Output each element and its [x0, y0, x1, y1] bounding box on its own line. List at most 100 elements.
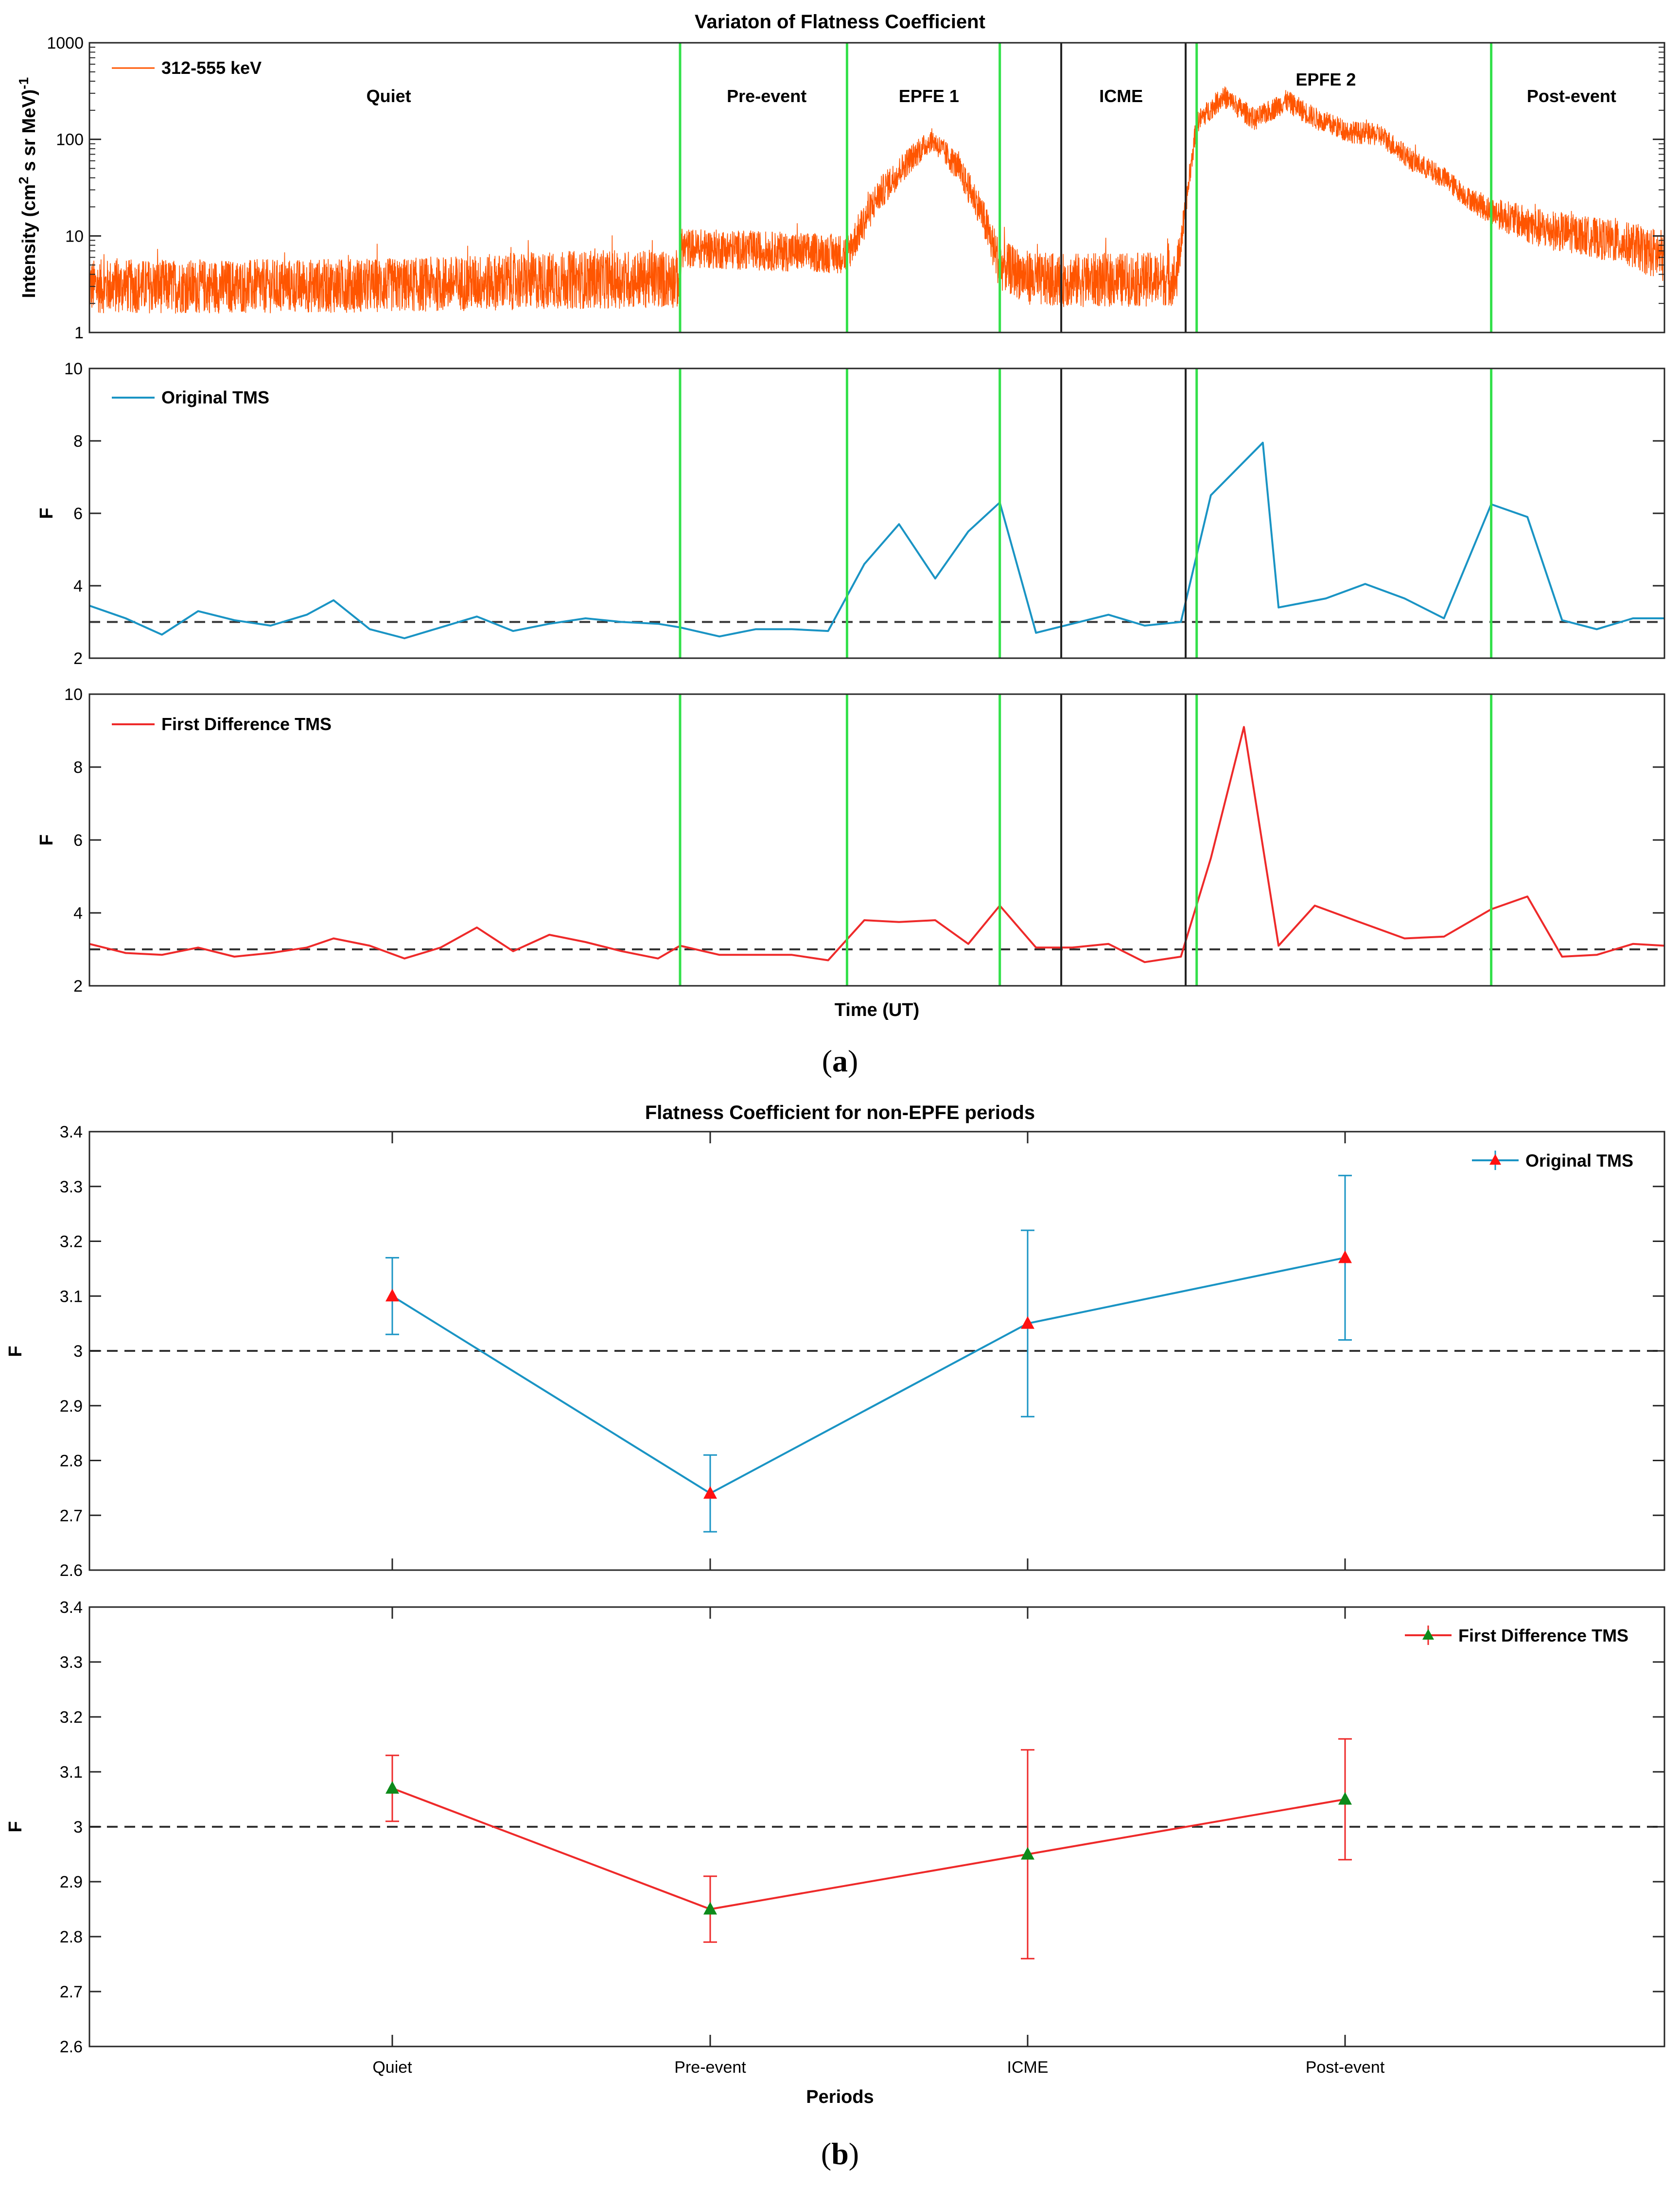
first-diff-tms-panel: 2 4 6 8 10 F First Difference TMS Time (UT)	[36, 685, 1665, 1020]
panel-a-title: Variaton of Flatness Coefficient	[695, 11, 985, 33]
period-first-diff-x-ticks: Quiet Pre-event ICME Post-event	[372, 1607, 1385, 2077]
period-first-diff-y-axis-label: F	[5, 1821, 26, 1832]
period-original-y-tick-label: 2.7	[60, 1506, 83, 1525]
period-original-y-tick-label: 3.4	[60, 1123, 83, 1141]
period-first-diff-data-marker	[1021, 1847, 1034, 1860]
period-original-y-tick-label: 2.6	[60, 1561, 83, 1580]
period-first-diff-y-tick-label: 3.1	[60, 1763, 83, 1782]
original-tms-y-ticks: 2 4 6 8 10	[64, 360, 1664, 668]
intensity-panel: Variaton of Flatness Coefficient Quiet Pr…	[16, 11, 1665, 342]
first-diff-tms-y-tick-label: 4	[73, 904, 83, 923]
ylabel-superscript-minus-1: -1	[16, 77, 31, 89]
panel-a-label-letter: a	[832, 1044, 848, 1078]
period-original-legend-marker	[1489, 1154, 1501, 1165]
period-first-diff-y-tick-label: 2.8	[60, 1928, 83, 1946]
period-original-y-tick-label: 3.2	[60, 1233, 83, 1251]
period-first-diff-x-tick-label: ICME	[1007, 2058, 1049, 2077]
original-tms-y-tick-label: 10	[64, 360, 83, 378]
panel-a-x-axis-label: Time (UT)	[835, 1000, 920, 1020]
first-diff-tms-overlay	[679, 694, 1493, 986]
period-label: EPFE 1	[899, 86, 959, 106]
period-original-y-tick-label: 3.3	[60, 1178, 83, 1196]
period-original-data-marker	[1338, 1250, 1352, 1263]
period-first-diff-x-tick-label: Post-event	[1306, 2058, 1385, 2077]
original-tms-plot-area	[89, 441, 1664, 639]
period-original-y-axis-label: F	[5, 1346, 26, 1357]
panel-a-label-open: (	[822, 1044, 832, 1078]
original-tms-y-tick-label: 2	[73, 649, 83, 668]
original-tms-legend-label: Original TMS	[161, 387, 269, 407]
period-label: Pre-event	[727, 86, 806, 106]
intensity-axes-frame	[88, 42, 1665, 333]
first-diff-tms-y-tick-label: 2	[73, 977, 83, 996]
first-diff-tms-y-tick-label: 10	[64, 685, 83, 704]
intensity-legend: 312-555 keV	[112, 58, 262, 78]
period-original-legend: Original TMS	[1472, 1151, 1633, 1171]
panel-a-label-close: )	[848, 1044, 858, 1078]
panel-b-x-axis-label: Periods	[806, 2087, 874, 2107]
original-tms-y-tick-label: 6	[73, 505, 83, 523]
original-tms-overlay	[679, 368, 1493, 658]
original-tms-panel: 2 4 6 8 10 F Original TMS	[36, 360, 1665, 668]
period-first-diff-data-marker	[703, 1902, 717, 1915]
panel-b-label-letter: b	[831, 2136, 849, 2171]
period-first-diff-y-tick-label: 2.9	[60, 1873, 83, 1891]
period-first-diff-data-marker	[1338, 1792, 1352, 1805]
period-first-diff-legend-marker	[1422, 1629, 1434, 1640]
period-original-y-tick-label: 2.8	[60, 1452, 83, 1470]
panel-b-label: (b)	[821, 2136, 859, 2171]
intensity-y-tick-label: 100	[56, 131, 84, 149]
period-original-x-ticks	[391, 1132, 1346, 1570]
first-diff-tms-y-ticks: 2 4 6 8 10	[64, 685, 1664, 996]
intensity-y-tick-label: 10	[65, 227, 84, 245]
period-first-diff-data-marker	[385, 1781, 399, 1794]
period-first-diff-tms-panel: 2.6 2.7 2.8 2.9 3 3.1 3.2 3.3 3.4 Quiet Pre-event…	[5, 1598, 1665, 2107]
period-first-diff-series-line	[392, 1787, 1346, 1910]
period-original-tms-panel: Flatness Coefficient for non-EPFE period…	[5, 1102, 1665, 1580]
first-diff-tms-plot-area	[89, 726, 1665, 963]
first-diff-tms-y-axis-label: F	[36, 834, 57, 845]
period-original-y-tick-label: 3.1	[60, 1287, 83, 1306]
intensity-y-axis-label: Intensity (cm2 s sr MeV)-1	[16, 77, 39, 298]
period-first-diff-y-tick-label: 3.2	[60, 1708, 83, 1727]
period-original-y-tick-label: 2.9	[60, 1397, 83, 1416]
ylabel-part-1: Intensity (cm	[19, 184, 39, 298]
original-tms-legend: Original TMS	[112, 387, 269, 407]
period-original-plot-area	[89, 1174, 1664, 1533]
panel-b-label-open: (	[821, 2136, 831, 2171]
period-label: Quiet	[367, 86, 411, 106]
intensity-legend-label: 312-555 keV	[161, 58, 262, 78]
ylabel-part-2: s sr MeV)	[19, 89, 39, 177]
ylabel-superscript-2: 2	[16, 176, 31, 184]
panel-b-title: Flatness Coefficient for non-EPFE period…	[645, 1102, 1035, 1123]
period-first-diff-plot-area	[89, 1738, 1664, 1959]
period-first-diff-y-tick-label: 2.6	[60, 2038, 83, 2056]
original-tms-y-tick-label: 4	[73, 577, 83, 595]
intensity-y-tick-label: 1	[74, 324, 84, 342]
period-label: EPFE 2	[1295, 70, 1356, 89]
first-diff-tms-y-tick-label: 6	[73, 831, 83, 850]
original-tms-y-tick-label: 8	[73, 432, 83, 451]
period-original-y-ticks: 2.6 2.7 2.8 2.9 3 3.1 3.2 3.3 3.4	[60, 1123, 1664, 1580]
intensity-plot-area	[89, 86, 1665, 314]
intensity-y-tick-label: 1000	[47, 34, 84, 52]
period-label: ICME	[1099, 86, 1143, 106]
period-first-diff-y-ticks: 2.6 2.7 2.8 2.9 3 3.1 3.2 3.3 3.4	[60, 1598, 1664, 2056]
period-original-series-line	[391, 1257, 1346, 1495]
period-original-data-marker	[385, 1289, 399, 1302]
first-diff-tms-legend: First Difference TMS	[112, 714, 332, 734]
intensity-overlay: Quiet Pre-event EPFE 1 ICME EPFE 2 Post-event	[367, 43, 1616, 332]
period-first-diff-legend-label: First Difference TMS	[1458, 1626, 1628, 1645]
original-tms-series-line	[89, 441, 1664, 639]
first-diff-tms-y-tick-label: 8	[73, 758, 83, 777]
period-original-data-marker	[1021, 1316, 1034, 1329]
period-first-diff-y-tick-label: 3.4	[60, 1598, 83, 1617]
original-tms-axes-background	[89, 368, 1664, 658]
period-first-diff-legend: First Difference TMS	[1405, 1626, 1628, 1645]
first-diff-tms-legend-label: First Difference TMS	[161, 714, 332, 734]
period-label: Post-event	[1527, 86, 1616, 106]
intensity-series-line	[89, 86, 1665, 314]
period-first-diff-y-tick-label: 3	[73, 1818, 83, 1836]
